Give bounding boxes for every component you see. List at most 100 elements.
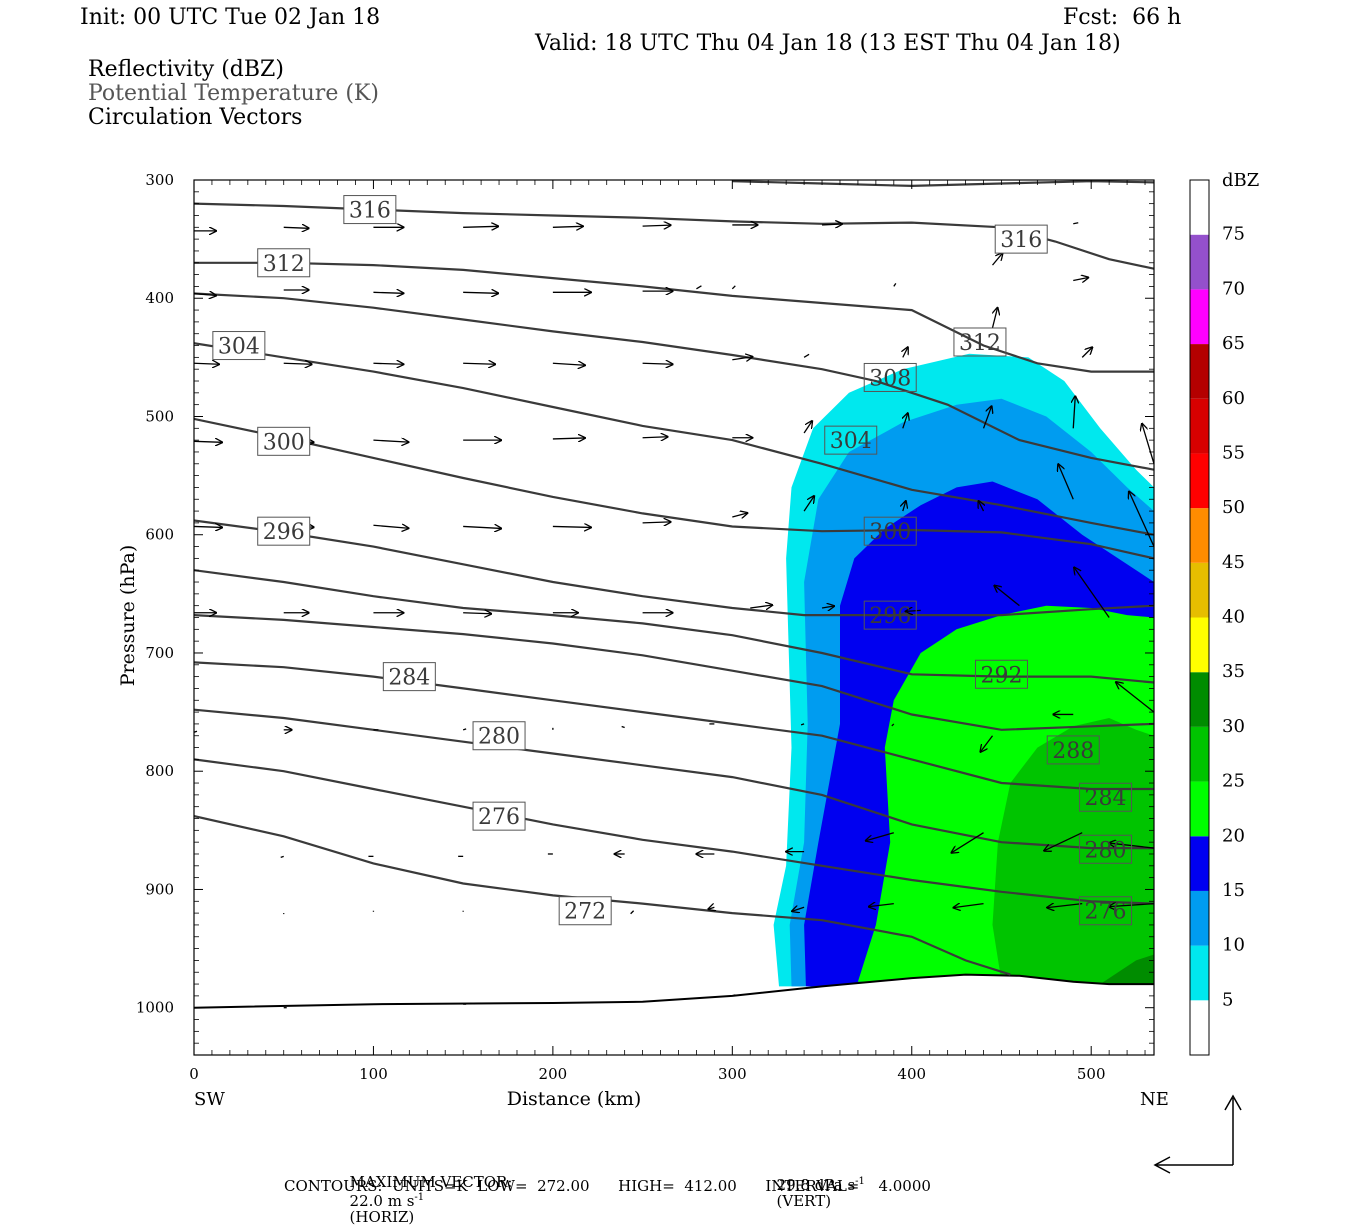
contour-label: 288 [1052,739,1094,764]
circulation-vector [552,438,585,439]
colorbar-level-label: 55 [1222,442,1245,463]
colorbar-level-label: 15 [1222,880,1245,901]
contour-label: 284 [1085,786,1127,811]
contour-label: 300 [263,430,305,455]
circulation-vector [866,832,894,841]
contour-label: 304 [830,429,872,454]
circulation-vector [732,994,736,997]
circulation-vector [1074,568,1110,618]
circulation-vector [821,606,834,608]
circulation-vector [642,522,671,523]
contour-label: 296 [263,520,305,545]
circulation-vector [280,855,284,858]
contour-label-box [257,248,311,278]
horiz-tag: (HORIZ) [349,1208,415,1226]
contour-label: 276 [478,805,520,830]
circulation-vector [552,526,591,527]
circulation-vector [708,907,714,909]
circulation-vector [463,363,495,364]
circulation-vector [1073,396,1075,429]
circulation-vector [992,253,1003,266]
x-left-label: SW [194,1089,225,1110]
circulation-vector [991,308,998,328]
colorbar-level-label: 40 [1222,607,1245,628]
circulation-vector [194,294,216,296]
circulation-vector [283,363,312,364]
contour-label-box [1046,735,1100,765]
colorbar-level-label: 5 [1222,989,1233,1010]
y-tick-label: 500 [145,407,174,425]
colorbar-swatch [1190,672,1209,727]
theta-contour-308 [194,292,1154,471]
circulation-vector [373,440,408,442]
circulation-vector [194,363,219,364]
field-circulation-vectors: Circulation Vectors [88,105,303,130]
circulation-vector [1081,347,1092,358]
circulation-vector [194,526,222,527]
colorbar-swatch [1190,1000,1209,1055]
circulation-vector [803,496,814,512]
cross-section-chart: 272 2762762802802842842882922962963003003… [117,170,1259,1174]
contour-label-box [1079,896,1133,926]
colorbar-swatch [1190,781,1209,837]
theta-contour-280 [194,708,1154,850]
colorbar-swatch [1190,726,1209,782]
circulation-vector [1142,424,1154,464]
y-tick-label: 300 [145,171,174,189]
circulation-vector [952,832,984,853]
colorbar-level-label: 30 [1222,716,1245,737]
vert-exponent: -1 [855,1176,865,1187]
horiz-exponent: -1 [414,1192,425,1203]
circulation-vector [891,723,895,727]
colorbar-level-label: 20 [1222,825,1245,846]
contour-label: 280 [478,725,520,750]
contour-label-box [953,327,1007,357]
x-right-label: NE [1140,1089,1169,1110]
circulation-vector [463,292,498,293]
terrain-fill [194,974,1154,1055]
x-tick-label: 400 [897,1065,926,1083]
x-axis-label: Distance (km) [507,1088,642,1110]
contour-label: 300 [869,520,911,545]
circulation-vector [982,406,992,429]
circulation-vector [732,357,752,360]
colorbar-level-label: 70 [1222,278,1245,299]
colorbar-level-label: 60 [1222,388,1245,409]
contour-label-box [863,600,917,630]
circulation-vector [803,353,810,358]
max-vert-value: 29.8 dPa s [776,1176,856,1194]
x-tick-label: 500 [1077,1065,1106,1083]
colorbar-level-label: 50 [1222,497,1245,518]
contour-label-box [212,331,266,361]
colorbar-swatch [1190,289,1209,345]
colorbar-level-label: 45 [1222,552,1245,573]
theta-contour-300 [194,417,1154,560]
circulation-vector [903,413,908,429]
contour-label: 272 [564,900,606,925]
circulation-vector [1058,464,1074,500]
contour-label-box [974,659,1028,689]
contour-label-box [994,224,1048,254]
contour-label-box [472,721,526,751]
valid-time: Valid: 18 UTC Thu 04 Jan 18 (13 EST Thu … [535,31,1121,56]
colorbar-level-label: 25 [1222,771,1245,792]
contour-label-box [558,896,612,926]
contour-label: 304 [218,335,260,360]
colorbar-swatch [1190,508,1209,563]
circulation-vector [621,725,625,729]
circulation-vector [903,501,906,512]
x-tick-label: 100 [359,1065,388,1083]
circulation-vector [463,613,491,614]
theta-contour-276 [194,758,1154,905]
circulation-vector [1116,682,1154,713]
circulation-vector [373,363,403,364]
circulation-vector [979,501,984,512]
field-reflectivity: Reflectivity (dBZ) [88,57,284,82]
contour-label: 316 [349,199,391,224]
colorbar-swatch [1190,945,1209,1001]
theta-contour-320 [732,180,1154,188]
circulation-vector [373,292,403,293]
theta-contour-284 [194,661,1154,791]
colorbar-level-label: 75 [1222,224,1245,245]
circulation-vector [552,226,583,227]
